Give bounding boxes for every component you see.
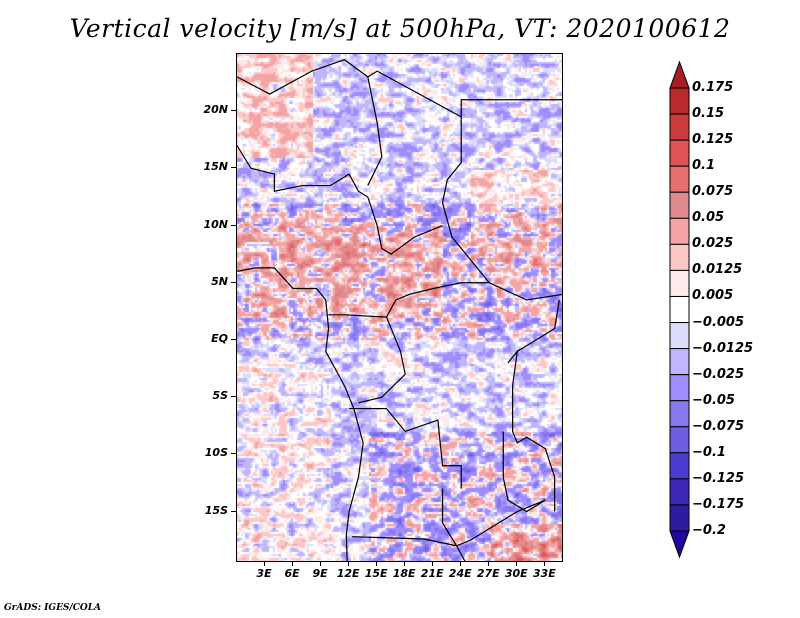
colorbar-arrow-bottom xyxy=(669,530,690,559)
colorbar-bin xyxy=(669,217,690,245)
lat-tick-mark xyxy=(231,510,236,512)
map-plot-area xyxy=(236,53,563,562)
border-line xyxy=(376,225,443,255)
lat-tick-mark xyxy=(231,453,236,455)
colorbar-label: 0.0125 xyxy=(692,262,743,278)
lat-tick-label: 5N xyxy=(211,274,228,288)
colorbar-bin xyxy=(669,243,690,271)
border-line xyxy=(441,116,562,301)
colorbar-label: 0.1 xyxy=(692,158,716,174)
colorbar-label: −0.1 xyxy=(692,444,726,460)
colorbar-label: 0.15 xyxy=(692,106,725,122)
colorbar-bin xyxy=(669,426,690,454)
lat-tick-label: EQ xyxy=(211,331,228,345)
colorbar-bin xyxy=(669,478,690,506)
colorbar-bin xyxy=(669,322,690,350)
lat-tick-label: 15N xyxy=(203,160,228,174)
lon-tick-mark xyxy=(516,562,518,566)
lon-tick-label: 6E xyxy=(284,567,300,580)
border-line xyxy=(328,282,490,318)
border-line xyxy=(441,488,466,561)
colorbar-label: −0.175 xyxy=(692,496,745,512)
lon-tick-label: 30E xyxy=(504,567,528,580)
border-line xyxy=(367,76,383,186)
colorbar-arrow-top xyxy=(669,60,690,89)
lat-tick-label: 10N xyxy=(203,217,228,231)
border-line xyxy=(502,431,546,513)
colorbar-bin xyxy=(669,269,690,297)
colorbar-bin xyxy=(669,139,690,167)
country-borders xyxy=(237,59,562,561)
lon-tick-label: 15E xyxy=(364,567,388,580)
lon-tick-label: 27E xyxy=(476,567,500,580)
lat-tick-label: 20N xyxy=(203,103,228,117)
lat-tick-mark xyxy=(231,281,236,283)
lon-tick-label: 3E xyxy=(256,567,272,580)
colorbar-label: 0.125 xyxy=(692,132,734,148)
lon-tick-mark xyxy=(348,562,350,566)
colorbar-bin xyxy=(669,452,690,480)
lon-tick-mark xyxy=(460,562,462,566)
colorbar-label: −0.05 xyxy=(692,392,735,408)
colorbar-label: −0.2 xyxy=(692,523,726,538)
colorbar-bin xyxy=(669,113,690,141)
lon-tick-mark xyxy=(376,562,378,566)
lon-tick-label: 18E xyxy=(392,567,416,580)
colorbar-label: −0.025 xyxy=(692,366,745,382)
lon-tick-mark xyxy=(404,562,406,566)
chart-title: Vertical velocity [m/s] at 500hPa, VT: 2… xyxy=(69,14,731,43)
colorbar-bin xyxy=(669,348,690,376)
colorbar-bin xyxy=(669,400,690,428)
lon-tick-mark xyxy=(320,562,322,566)
border-line xyxy=(358,316,406,404)
lon-tick-label: 24E xyxy=(448,567,472,580)
colorbar-label: 0.175 xyxy=(692,80,734,95)
colorbar-bin xyxy=(669,87,690,115)
colorbar-label: 0.075 xyxy=(692,184,734,200)
colorbar-label: −0.125 xyxy=(692,470,745,486)
border-line xyxy=(237,267,364,561)
colorbar-label: 0.05 xyxy=(692,210,725,226)
border-line xyxy=(516,299,560,352)
lon-tick-mark xyxy=(292,562,294,566)
lat-tick-mark xyxy=(231,396,236,398)
lat-tick-label: 10S xyxy=(204,446,228,460)
lat-tick-mark xyxy=(231,167,236,169)
border-line xyxy=(351,499,546,547)
colorbar-label: −0.005 xyxy=(692,314,745,330)
colorbar-label: 0.025 xyxy=(692,236,734,252)
colorbar-bin xyxy=(669,191,690,219)
lat-tick-label: 15S xyxy=(204,503,228,517)
lon-tick-mark xyxy=(488,562,490,566)
grads-credit: GrADS: IGES/COLA xyxy=(4,603,102,613)
border-line xyxy=(237,145,378,226)
lon-tick-label: 9E xyxy=(312,567,328,580)
colorbar-bin xyxy=(669,374,690,402)
colorbar-label: −0.0125 xyxy=(692,340,754,356)
lat-tick-mark xyxy=(231,110,236,112)
colorbar xyxy=(669,60,690,559)
lon-tick-mark xyxy=(432,562,434,566)
colorbar-label: −0.075 xyxy=(692,418,745,434)
lon-tick-mark xyxy=(544,562,546,566)
lat-tick-label: 5S xyxy=(212,389,228,403)
colorbar-bin xyxy=(669,504,690,532)
lat-tick-mark xyxy=(231,338,236,340)
colorbar-bin xyxy=(669,165,690,193)
colorbar-bin xyxy=(669,295,690,324)
lon-tick-mark xyxy=(264,562,266,566)
border-line xyxy=(237,59,562,118)
lon-tick-label: 12E xyxy=(336,567,360,580)
colorbar-label: 0.005 xyxy=(692,288,734,304)
vertical-velocity-field xyxy=(237,54,562,561)
lon-tick-label: 21E xyxy=(420,567,444,580)
lon-tick-label: 33E xyxy=(532,567,556,580)
lat-tick-mark xyxy=(231,224,236,226)
border-line xyxy=(507,349,556,512)
border-line xyxy=(349,407,462,489)
